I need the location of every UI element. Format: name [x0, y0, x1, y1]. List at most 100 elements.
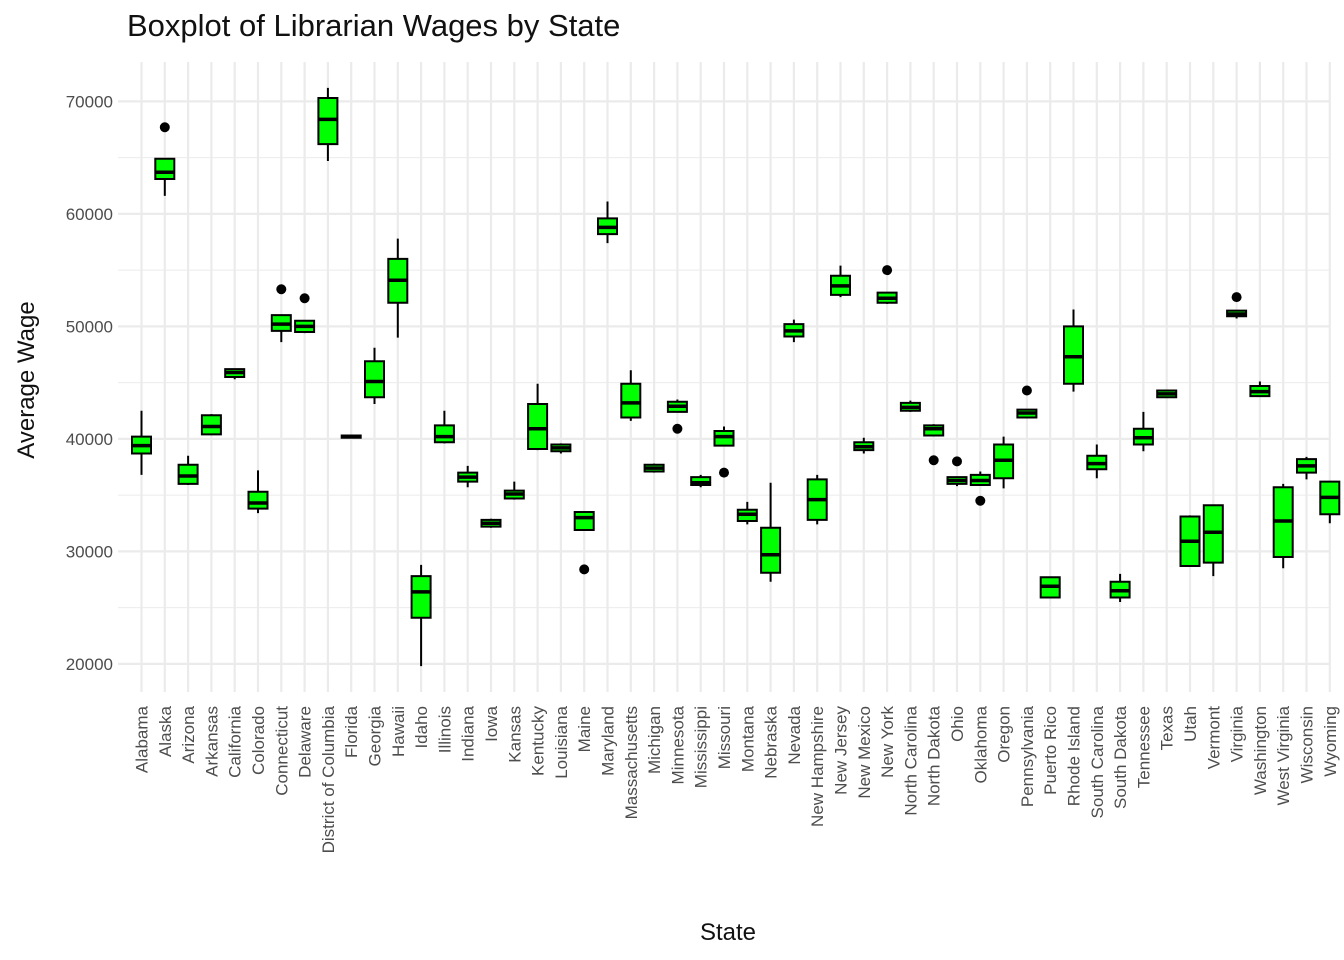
box-colorado [247, 470, 269, 514]
box-georgia [364, 347, 385, 404]
box-iowa [480, 518, 502, 528]
x-tick-label: Oregon [995, 706, 1014, 763]
x-tick-label: Louisiana [552, 705, 571, 778]
box-alaska [154, 122, 176, 196]
x-tick-label: Utah [1181, 706, 1200, 742]
box-indiana [457, 465, 479, 488]
outlier-point [719, 467, 729, 478]
box-alabama [131, 410, 152, 475]
x-axis-ticks: Alabama Alaska Arizona Arkansas California Co… [133, 705, 1340, 853]
outlier-point [299, 293, 310, 304]
x-tick-label: Georgia [366, 705, 385, 766]
x-tick-label: Maryland [599, 706, 618, 776]
box-kentucky [527, 383, 549, 451]
x-tick-label: Mississippi [692, 706, 711, 788]
x-tick-label: Illinois [435, 706, 454, 753]
box-mississippi [690, 474, 712, 488]
iqr-box [247, 490, 269, 510]
x-tick-label: New Mexico [855, 706, 874, 799]
iqr-box [620, 382, 642, 419]
x-tick-label: Nebraska [762, 705, 781, 778]
x-tick-label: California [226, 705, 245, 777]
x-tick-label: New Hampshire [808, 706, 827, 827]
chart-title: Boxplot of Librarian Wages by State [127, 8, 621, 43]
x-tick-label: Arizona [179, 705, 198, 763]
x-tick-label: Washington [1251, 706, 1270, 795]
box-kansas [503, 481, 525, 500]
x-tick-label: Oklahoma [971, 705, 990, 783]
x-tick-label: Iowa [482, 705, 501, 741]
box-minnesota [666, 399, 688, 434]
box-tennessee [1132, 411, 1154, 452]
box-oregon [993, 436, 1015, 489]
box-idaho [410, 564, 432, 667]
box-wyoming [1319, 480, 1341, 524]
outlier-point [928, 455, 939, 466]
x-tick-label: Missouri [715, 706, 734, 769]
box-north-dakota [923, 424, 945, 466]
x-tick-label: Tennessee [1134, 706, 1153, 788]
x-tick-label: Rhode Island [1065, 706, 1084, 806]
x-tick-label: Texas [1158, 706, 1177, 750]
x-tick-label: West Virginia [1274, 705, 1293, 805]
iqr-box [573, 511, 595, 531]
box-nebraska [760, 482, 782, 582]
box-california [224, 368, 246, 380]
outlier-point [952, 456, 962, 467]
x-tick-label: North Carolina [901, 705, 920, 815]
box-south-dakota [1109, 573, 1131, 602]
x-tick-label: Montana [738, 705, 757, 772]
y-axis-ticks: 20000 30000 40000 50000 60000 70000 [66, 92, 113, 674]
box-florida [340, 434, 362, 439]
x-tick-label: Vermont [1204, 706, 1223, 770]
y-tick-label: 20000 [66, 655, 113, 674]
x-tick-label: Michigan [645, 706, 664, 774]
x-tick-label: New York [878, 706, 897, 778]
boxes [131, 87, 1341, 667]
x-tick-label: Maine [575, 706, 594, 752]
x-tick-label: Virginia [1228, 705, 1247, 762]
x-tick-label: Connecticut [272, 706, 291, 796]
box-vermont [1202, 504, 1224, 577]
x-axis-title: State [700, 919, 756, 946]
box-michigan [643, 463, 665, 473]
box-connecticut [270, 284, 292, 343]
box-new-jersey [830, 265, 851, 298]
x-tick-label: Kentucky [529, 706, 548, 776]
box-rhode-island [1063, 309, 1084, 392]
box-west-virginia [1272, 483, 1294, 569]
box-ohio [946, 456, 968, 487]
x-tick-label: Minnesota [668, 705, 687, 784]
box-new-york [876, 265, 898, 304]
x-tick-label: Idaho [412, 706, 431, 749]
outlier-point [1231, 292, 1242, 303]
y-tick-label: 30000 [66, 542, 113, 561]
box-arizona [177, 455, 199, 485]
iqr-box [527, 403, 549, 450]
x-tick-label: Pennsylvania [1018, 705, 1037, 807]
x-tick-label: Alabama [133, 705, 152, 773]
box-arkansas [200, 414, 222, 436]
box-new-mexico [853, 437, 875, 454]
box-maine [573, 511, 595, 575]
box-utah [1179, 515, 1201, 567]
y-tick-label: 50000 [66, 317, 113, 336]
x-tick-label: Hawaii [389, 706, 408, 757]
box-louisiana [550, 443, 572, 454]
outlier-point [159, 122, 170, 133]
x-tick-label: Kansas [505, 706, 524, 763]
x-tick-label: Ohio [948, 706, 967, 742]
outlier-point [672, 423, 683, 434]
box-virginia [1226, 292, 1248, 319]
box-wisconsin [1296, 456, 1317, 480]
x-tick-label: Delaware [296, 706, 315, 778]
x-tick-label: Puerto Rico [1041, 706, 1060, 795]
x-tick-label: Nevada [785, 705, 804, 764]
y-tick-label: 60000 [66, 205, 113, 224]
box-missouri [713, 426, 735, 478]
box-massachusetts [620, 370, 642, 421]
iqr-box [433, 424, 455, 444]
box-maryland [597, 201, 618, 244]
x-tick-label: Massachusetts [622, 706, 641, 819]
